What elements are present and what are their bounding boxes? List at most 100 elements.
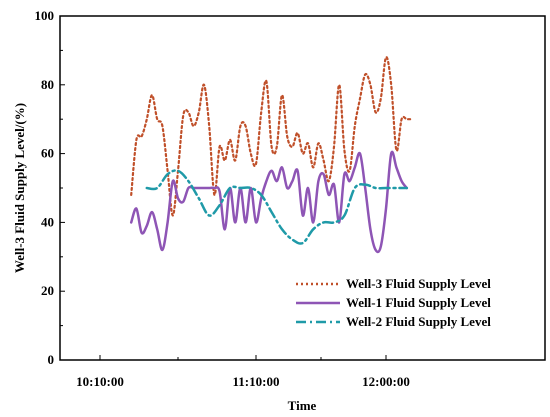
data-point bbox=[375, 112, 377, 114]
x-axis-title: Time bbox=[288, 398, 317, 413]
data-point bbox=[219, 146, 221, 148]
data-point bbox=[292, 146, 294, 148]
data-point bbox=[297, 170, 299, 172]
data-point bbox=[234, 160, 236, 162]
data-point bbox=[198, 187, 200, 189]
data-point bbox=[172, 180, 174, 182]
data-point bbox=[240, 125, 242, 127]
data-point bbox=[219, 191, 221, 193]
data-point bbox=[364, 74, 366, 76]
data-point bbox=[250, 153, 252, 155]
data-point bbox=[224, 160, 226, 162]
data-point bbox=[198, 198, 200, 200]
data-point bbox=[260, 194, 262, 196]
data-point bbox=[156, 118, 158, 120]
data-point bbox=[302, 242, 304, 244]
data-point bbox=[328, 194, 330, 196]
data-point bbox=[281, 94, 283, 96]
data-point bbox=[141, 232, 143, 234]
data-point bbox=[260, 198, 262, 200]
data-point bbox=[344, 149, 346, 151]
data-point bbox=[281, 229, 283, 231]
y-tick-label: 60 bbox=[41, 146, 54, 161]
x-axis-ticks: 10:10:00 11:10:00 12:00:00 bbox=[76, 355, 410, 389]
data-point bbox=[146, 225, 148, 227]
data-point bbox=[302, 215, 304, 217]
data-point bbox=[203, 187, 205, 189]
data-point bbox=[214, 187, 216, 189]
data-point bbox=[344, 215, 346, 217]
data-point bbox=[370, 84, 372, 86]
data-point bbox=[172, 215, 174, 217]
data-point bbox=[385, 187, 387, 189]
legend-label-3: Well-2 Fluid Supply Level bbox=[346, 314, 491, 329]
data-point bbox=[375, 249, 377, 251]
data-point bbox=[162, 249, 164, 251]
y-axis-title: Well-3 Fluid Supply Level/(%) bbox=[12, 103, 27, 273]
data-point bbox=[385, 208, 387, 210]
series-layer bbox=[129, 56, 414, 254]
data-point bbox=[354, 125, 356, 127]
data-point bbox=[188, 180, 190, 182]
data-point bbox=[214, 194, 216, 196]
data-point bbox=[333, 184, 335, 186]
data-point bbox=[354, 187, 356, 189]
data-point bbox=[167, 170, 169, 172]
data-point bbox=[177, 198, 179, 200]
data-point bbox=[167, 173, 169, 175]
data-point bbox=[271, 170, 273, 172]
data-point bbox=[266, 81, 268, 83]
data-point bbox=[250, 187, 252, 189]
data-point bbox=[167, 222, 169, 224]
data-point bbox=[130, 194, 132, 196]
data-point bbox=[162, 125, 164, 127]
series-line-1 bbox=[130, 56, 414, 217]
data-point bbox=[401, 180, 403, 182]
data-point bbox=[323, 160, 325, 162]
data-point bbox=[401, 118, 403, 120]
data-point bbox=[396, 167, 398, 169]
data-point bbox=[276, 146, 278, 148]
data-point bbox=[328, 180, 330, 182]
data-point bbox=[208, 215, 210, 217]
data-point bbox=[349, 180, 351, 182]
data-point bbox=[260, 112, 262, 114]
data-point bbox=[177, 170, 179, 172]
data-point bbox=[156, 229, 158, 231]
legend-label-2: Well-1 Fluid Supply Level bbox=[346, 295, 491, 310]
x-tick-label: 10:10:00 bbox=[76, 374, 124, 389]
data-point bbox=[302, 153, 304, 155]
data-point bbox=[266, 180, 268, 182]
data-point bbox=[380, 98, 382, 100]
y-tick-label: 100 bbox=[35, 8, 55, 23]
data-point bbox=[297, 132, 299, 134]
x-tick-label: 12:00:00 bbox=[362, 374, 410, 389]
data-point bbox=[396, 149, 398, 151]
data-point bbox=[333, 146, 335, 148]
series-line-2 bbox=[129, 150, 409, 254]
data-point bbox=[349, 170, 351, 172]
data-point bbox=[271, 211, 273, 213]
data-point bbox=[318, 180, 320, 182]
data-point bbox=[141, 136, 143, 138]
data-point bbox=[312, 222, 314, 224]
data-point bbox=[219, 204, 221, 206]
y-tick-label: 40 bbox=[41, 214, 54, 229]
data-point bbox=[136, 208, 138, 210]
data-point bbox=[318, 143, 320, 145]
data-point bbox=[312, 167, 314, 169]
data-point bbox=[245, 125, 247, 127]
data-point bbox=[229, 139, 231, 141]
series-line-3 bbox=[145, 169, 409, 245]
data-point bbox=[385, 57, 387, 59]
data-point bbox=[146, 187, 148, 189]
data-point bbox=[271, 146, 273, 148]
series-points-1 bbox=[130, 57, 412, 217]
data-point bbox=[203, 84, 205, 86]
data-point bbox=[406, 187, 408, 189]
data-point bbox=[312, 229, 314, 231]
data-point bbox=[411, 118, 413, 120]
data-point bbox=[198, 112, 200, 114]
data-point bbox=[229, 187, 231, 189]
